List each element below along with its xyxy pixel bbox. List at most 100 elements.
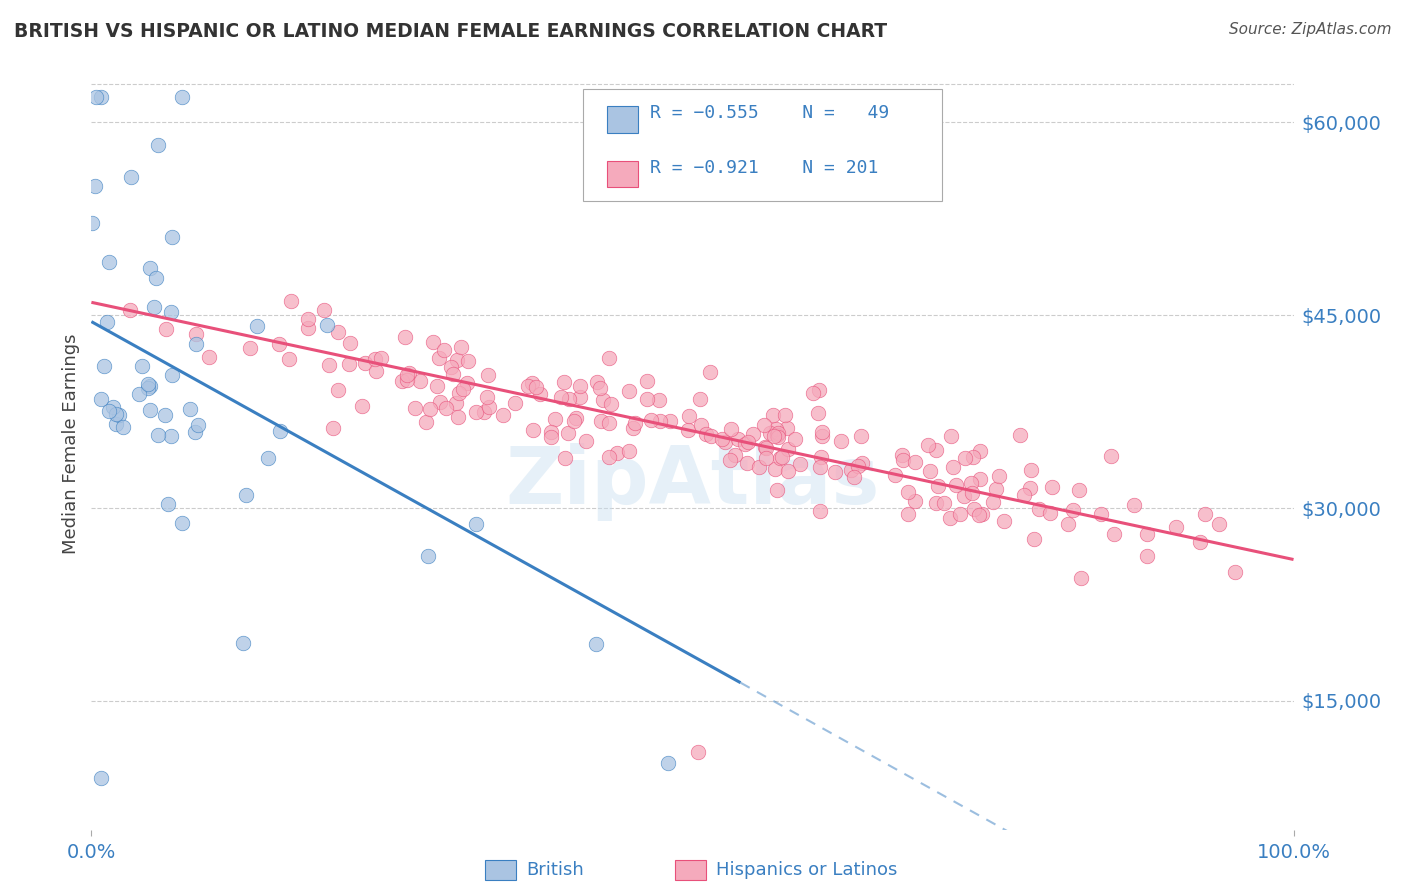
Point <box>322 421 344 435</box>
Point <box>520 376 543 390</box>
Point <box>128 386 150 401</box>
Point <box>972 507 994 521</box>
Point <box>478 401 501 415</box>
Point <box>1090 507 1112 521</box>
Point <box>695 426 717 441</box>
Point <box>352 399 374 413</box>
Point <box>711 433 734 447</box>
Point <box>93 359 115 374</box>
Point <box>398 367 420 381</box>
Point <box>120 169 142 184</box>
Point <box>84 178 107 193</box>
Point <box>789 457 811 471</box>
Point <box>565 411 588 425</box>
Point <box>640 412 662 426</box>
Point <box>339 335 361 350</box>
Point <box>925 443 948 458</box>
Point <box>569 378 592 392</box>
Point <box>637 374 659 388</box>
Point <box>890 449 912 463</box>
Point <box>811 425 834 439</box>
Point <box>1012 488 1035 502</box>
Point <box>960 486 983 500</box>
Point <box>904 493 927 508</box>
Point <box>699 365 721 379</box>
Point <box>1099 450 1122 464</box>
Point <box>734 437 756 451</box>
Point <box>550 390 572 404</box>
Point <box>187 418 209 433</box>
Point <box>440 359 463 374</box>
Point <box>700 429 723 443</box>
Point <box>688 745 710 759</box>
Text: R = −0.921    N = 201: R = −0.921 N = 201 <box>650 159 877 177</box>
Point <box>364 351 387 366</box>
Point <box>624 417 647 431</box>
Point <box>529 387 551 401</box>
Point <box>811 429 834 443</box>
Text: ZipAtlas: ZipAtlas <box>505 443 880 521</box>
Point <box>678 409 700 423</box>
Point <box>891 452 914 467</box>
Point <box>143 300 166 314</box>
Point <box>621 421 644 435</box>
Point <box>657 756 679 770</box>
Point <box>159 428 181 442</box>
Point <box>766 430 789 444</box>
Point <box>1136 549 1159 563</box>
Point <box>146 138 169 153</box>
Point <box>172 516 194 530</box>
Point <box>184 337 207 351</box>
Point <box>830 434 852 448</box>
Point <box>758 425 780 440</box>
Point <box>993 514 1015 528</box>
Point <box>808 460 831 475</box>
Point <box>111 420 134 434</box>
Point <box>553 376 575 390</box>
Point <box>318 359 340 373</box>
Point <box>441 367 464 381</box>
Point <box>568 390 591 404</box>
Point <box>415 415 437 429</box>
Point <box>434 401 457 415</box>
Point <box>297 311 319 326</box>
Point <box>810 450 832 465</box>
Point <box>776 464 799 478</box>
Point <box>724 449 747 463</box>
Point <box>138 381 160 395</box>
Point <box>1223 565 1246 579</box>
Point <box>846 458 869 473</box>
Point <box>1028 502 1050 516</box>
Point <box>678 424 700 438</box>
Point <box>419 401 441 416</box>
Point <box>457 353 479 368</box>
Point <box>477 368 499 382</box>
Point <box>904 455 927 469</box>
Point <box>354 356 377 370</box>
Point <box>984 482 1007 496</box>
Point <box>690 418 713 433</box>
Point <box>540 430 562 444</box>
Point <box>801 386 824 401</box>
Point <box>619 444 641 458</box>
Point <box>1010 428 1032 442</box>
Point <box>1057 516 1080 531</box>
Point <box>844 470 866 484</box>
Point <box>962 450 984 464</box>
Point <box>591 414 613 428</box>
Point <box>198 350 221 364</box>
Point <box>160 230 183 244</box>
Point <box>636 392 658 406</box>
Point <box>897 485 920 500</box>
Point <box>90 771 112 785</box>
Point <box>391 374 413 388</box>
Point <box>160 368 183 383</box>
Point <box>316 318 339 332</box>
Point <box>82 216 104 230</box>
Point <box>987 469 1010 483</box>
Point <box>269 424 291 438</box>
Point <box>589 381 612 395</box>
Point <box>648 393 671 408</box>
Point <box>598 450 620 465</box>
Point <box>98 404 121 418</box>
